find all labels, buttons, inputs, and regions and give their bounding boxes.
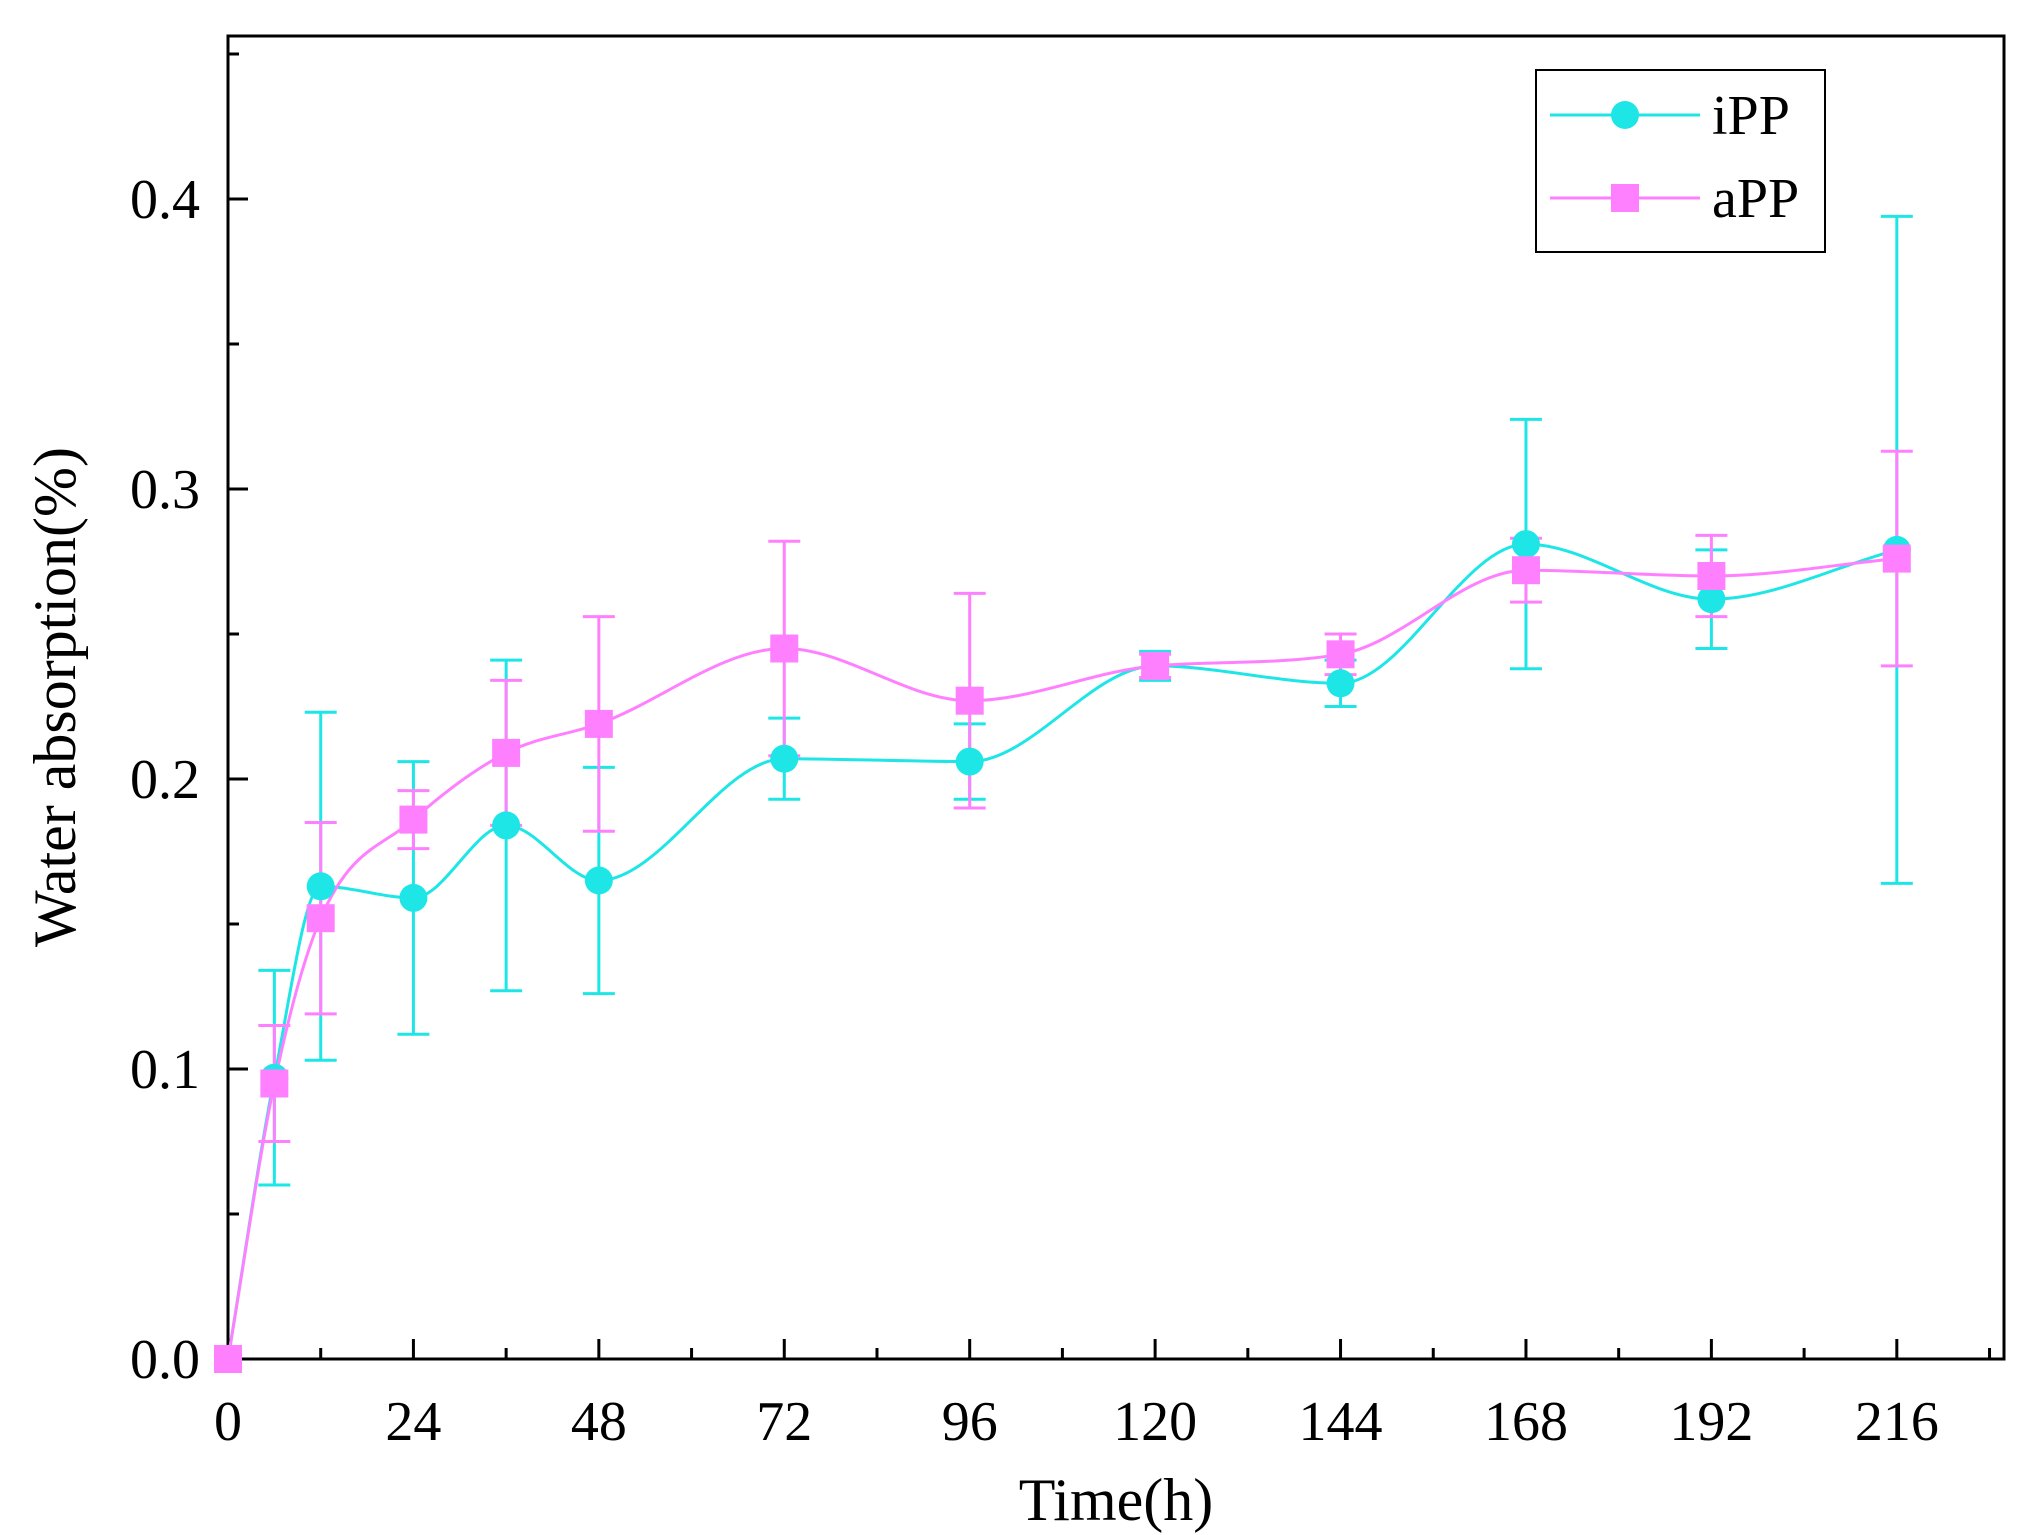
legend-marker (1611, 101, 1639, 129)
legend-box (1535, 69, 1826, 253)
x-tick-label: 216 (1855, 1391, 1939, 1453)
iPP-markers (214, 530, 1911, 1373)
iPP-point (770, 744, 799, 773)
x-tick-label: 48 (571, 1391, 627, 1453)
y-tick-label: 0.4 (130, 169, 200, 231)
y-tick-label: 0.1 (130, 1039, 200, 1101)
x-tick-label: 0 (214, 1391, 242, 1453)
x-tick-label: 96 (942, 1391, 998, 1453)
series-layer (214, 214, 1913, 1373)
y-axis-title: Water absorption(%) (22, 447, 88, 947)
aPP-point (770, 634, 799, 663)
aPP-point (260, 1069, 289, 1098)
x-tick-label: 72 (756, 1391, 812, 1453)
aPP-point (306, 904, 335, 933)
iPP-point (584, 866, 613, 895)
aPP-point (399, 805, 428, 834)
series-iPP (226, 214, 1913, 1360)
aPP-point (584, 709, 613, 738)
iPP-point (1511, 530, 1540, 559)
x-tick-label: 120 (1113, 1391, 1197, 1453)
x-axis-title: Time(h) (1019, 1467, 1213, 1533)
aPP-point (955, 686, 984, 715)
aPP-markers (214, 544, 1911, 1373)
aPP-point (492, 738, 521, 767)
iPP-point (1326, 669, 1355, 698)
y-tick-label: 0.3 (130, 459, 200, 521)
y-tick-label: 0.0 (130, 1329, 200, 1391)
legend-item-iPP: iPP (1550, 85, 1790, 147)
iPP-point (1697, 585, 1726, 614)
iPP-point (492, 811, 521, 840)
plot-frame (226, 34, 2006, 1361)
aPP-point (1511, 556, 1540, 585)
aPP-point (1697, 562, 1726, 590)
legend-label: iPP (1712, 85, 1790, 147)
aPP-point (1141, 651, 1170, 680)
legend: iPP aPP (1535, 69, 1826, 253)
x-tick-label: 24 (385, 1391, 441, 1453)
aPP-line (226, 557, 1897, 1360)
x-tick-label: 192 (1669, 1391, 1753, 1453)
aPP-point (1882, 544, 1911, 573)
legend-item-aPP: aPP (1550, 168, 1799, 230)
x-tick-label: 168 (1484, 1391, 1568, 1453)
y-tick-label: 0.2 (130, 749, 200, 811)
legend-label: aPP (1712, 168, 1799, 230)
aPP-point (214, 1345, 242, 1373)
legend-items: iPP aPP (1550, 85, 1799, 230)
axis-tick-labels: 0 24 48 72 96 120 144 168 192 216 0.0 0.1 0.2 0.3 0.4 (130, 169, 1939, 1453)
iPP-point (306, 872, 335, 901)
iPP-point (399, 883, 428, 912)
legend-marker (1611, 184, 1639, 212)
aPP-point (1326, 640, 1355, 669)
iPP-point (955, 747, 984, 776)
iPP-line (226, 542, 1898, 1360)
x-tick-label: 144 (1299, 1391, 1383, 1453)
